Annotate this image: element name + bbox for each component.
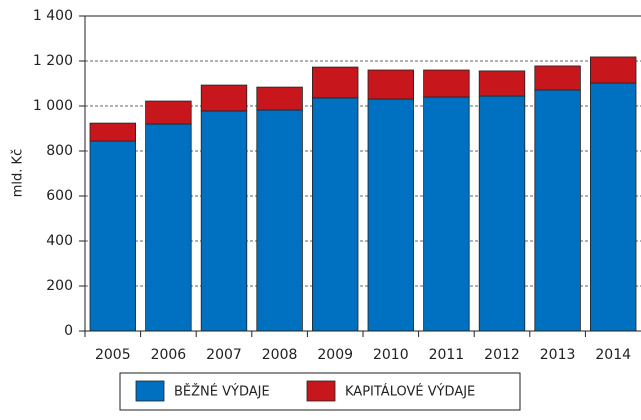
y-axis-label: mld. Kč <box>11 149 26 197</box>
x-tick-label: 2011 <box>429 347 465 363</box>
legend-label: KAPITÁLOVÉ VÝDAJE <box>345 384 475 400</box>
bar-segment <box>311 66 359 99</box>
y-tick-label: 600 <box>46 188 73 204</box>
x-tick-label: 2010 <box>373 347 409 363</box>
bar-segment <box>256 86 303 111</box>
bar-segment <box>478 70 526 97</box>
bar-segment <box>423 96 470 332</box>
legend-swatch <box>306 380 336 402</box>
bar-segment <box>200 110 248 332</box>
y-tick-label: 1 400 <box>33 8 73 24</box>
legend-box <box>119 372 521 411</box>
x-tick-label: 2005 <box>95 347 131 363</box>
y-tick-label: 1 200 <box>33 53 73 69</box>
bar-segment <box>200 84 248 112</box>
bar-segment <box>478 95 526 332</box>
y-tick-label: 1 000 <box>33 98 73 114</box>
bar-segment <box>423 69 470 98</box>
bar-segment <box>534 65 581 91</box>
bar-segment <box>89 122 136 142</box>
bar-segment <box>367 98 414 332</box>
x-tick-label: 2014 <box>595 347 631 363</box>
y-tick-label: 200 <box>46 278 73 294</box>
legend-label: BĚŽNÉ VÝDAJE <box>174 384 270 400</box>
bar-segment <box>145 123 192 332</box>
x-tick-label: 2007 <box>206 347 242 363</box>
bar-segment <box>590 82 637 332</box>
x-tick-label: 2006 <box>151 347 187 363</box>
bar-segment <box>590 56 637 84</box>
x-tick-label: 2012 <box>484 347 520 363</box>
bar-segment <box>256 109 303 332</box>
bar-segment <box>367 69 414 100</box>
y-tick-label: 800 <box>46 143 73 159</box>
bar-segment <box>145 100 192 125</box>
y-tick-label: 0 <box>64 323 73 339</box>
x-tick-label: 2008 <box>262 347 298 363</box>
y-tick-label: 400 <box>46 233 73 249</box>
bar-segment <box>534 89 581 332</box>
legend-swatch <box>135 380 165 402</box>
x-tick-label: 2009 <box>317 347 353 363</box>
x-tick-label: 2013 <box>540 347 576 363</box>
bar-segment <box>89 140 136 332</box>
bar-segment <box>311 97 359 332</box>
